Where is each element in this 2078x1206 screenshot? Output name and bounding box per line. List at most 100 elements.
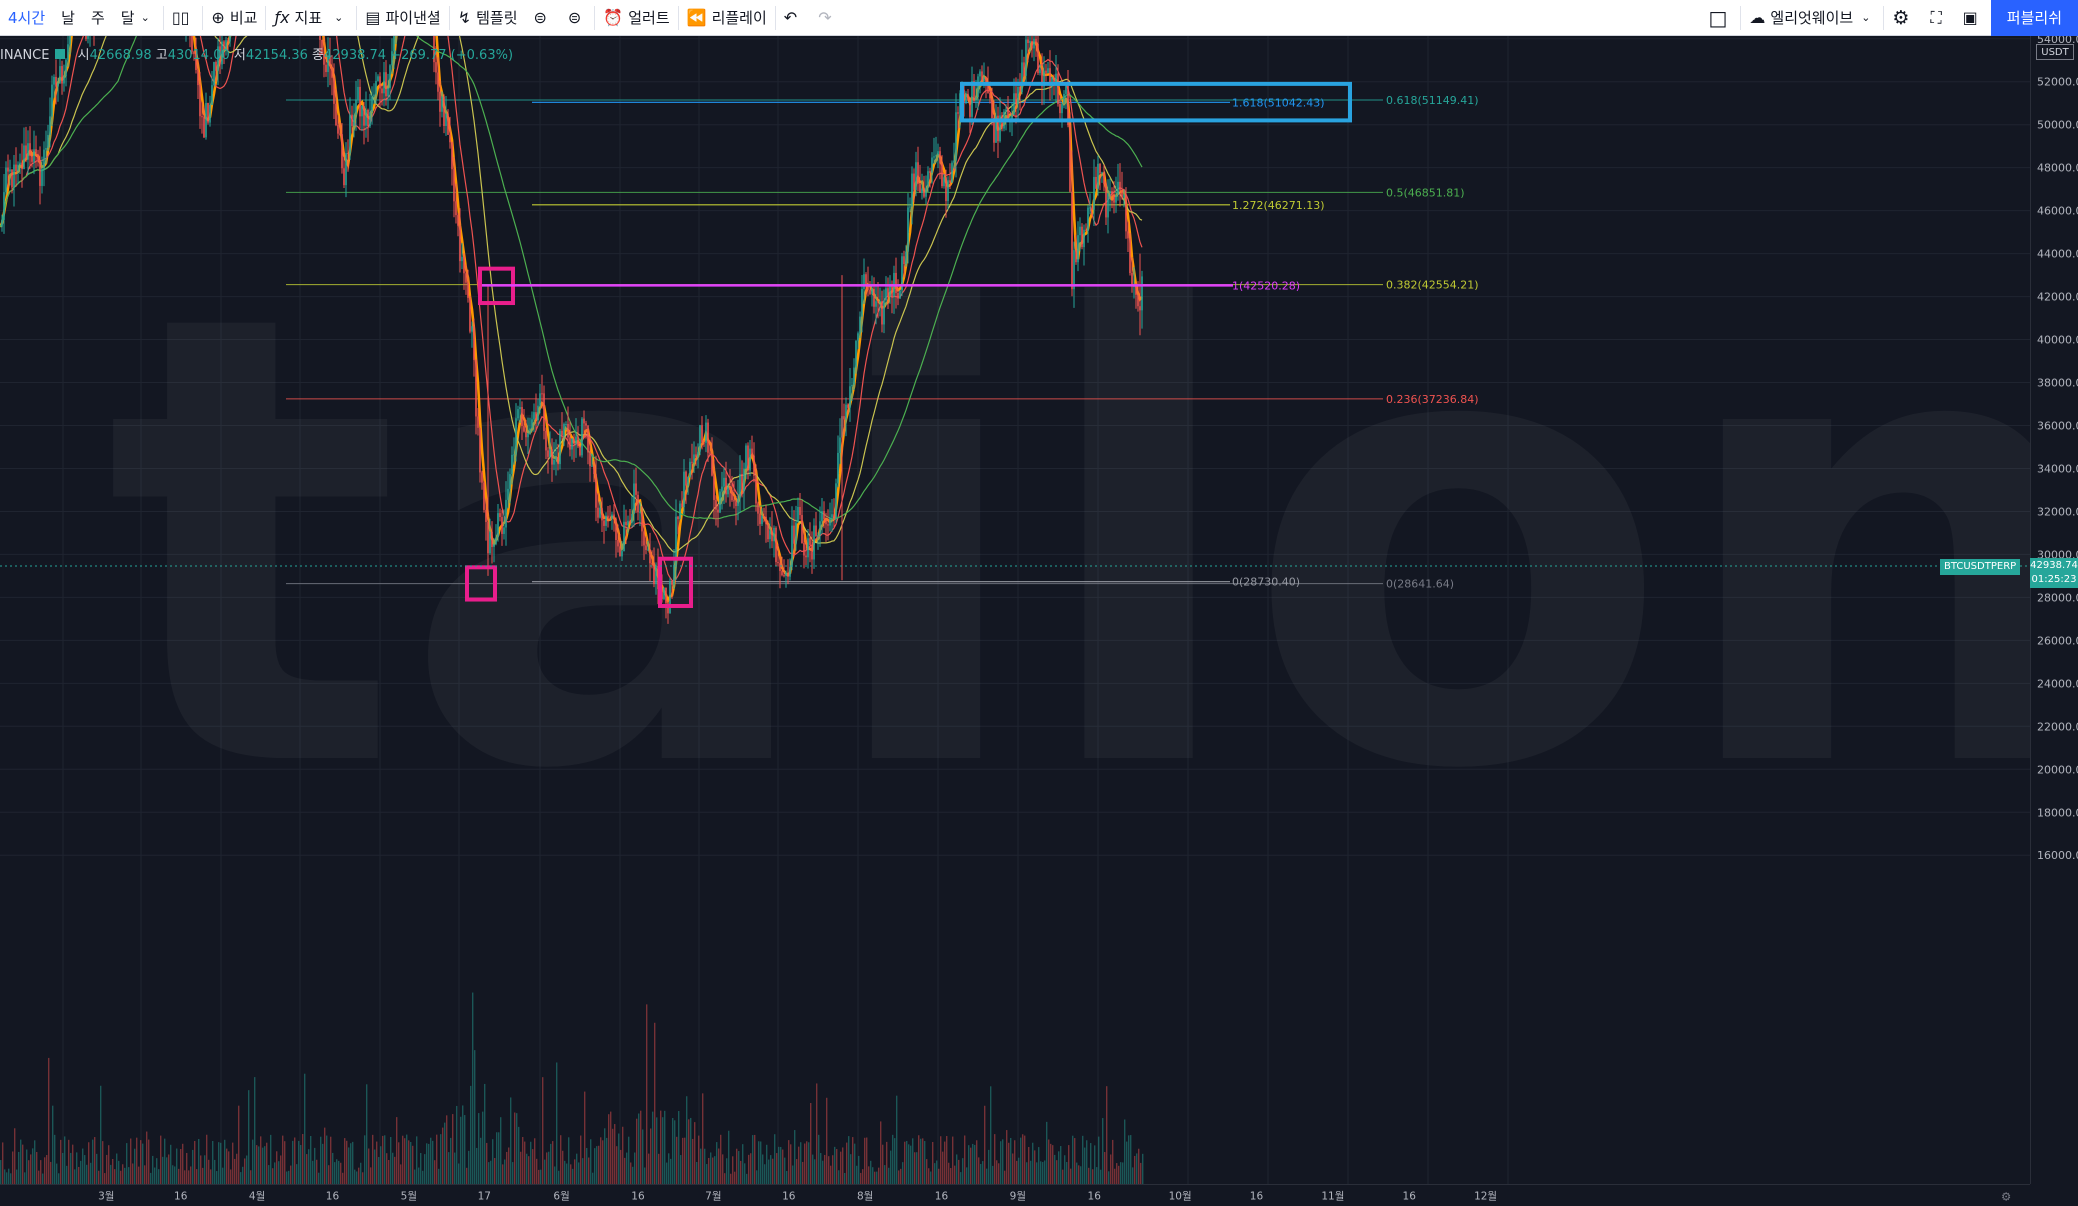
candle-body — [865, 274, 867, 286]
financials-button[interactable]: ▤ 파이낸셜 — [357, 0, 448, 36]
volume-bar — [464, 1115, 466, 1184]
candle-body — [979, 71, 981, 77]
interval-selector[interactable]: 4시간 — [0, 0, 53, 36]
volume-bar — [410, 1141, 412, 1184]
candle-body — [521, 407, 523, 427]
settings-button[interactable]: ⚙ — [1884, 0, 1922, 36]
volume-bar — [158, 1169, 160, 1184]
volume-bar — [1122, 1162, 1124, 1184]
volume-bar — [48, 1057, 50, 1184]
candle-body — [597, 507, 599, 518]
candle-body — [1023, 62, 1025, 76]
candle-body — [679, 503, 681, 520]
volume-bar — [648, 1153, 650, 1184]
currency-badge[interactable]: USDT — [2036, 44, 2074, 60]
template-load-button[interactable]: ⊜ — [560, 0, 594, 36]
candle-body — [1083, 229, 1085, 248]
volume-bar — [716, 1142, 718, 1184]
candle-body — [823, 511, 825, 520]
candle-body — [677, 516, 679, 520]
volume-bar — [272, 1168, 274, 1184]
exchange-name: INANCE — [0, 48, 50, 63]
volume-bar — [692, 1138, 694, 1184]
compare-label: 비교 — [229, 9, 258, 27]
period-day-button[interactable]: 날 — [53, 0, 83, 36]
templates-button[interactable]: ↯ 템플릿 — [450, 0, 526, 36]
annotation-boxes — [465, 81, 1352, 608]
volume-bar — [248, 1090, 250, 1184]
candle-body — [983, 77, 985, 81]
candle-body — [489, 531, 491, 554]
indicators-button[interactable]: ƒx 지표 ⌄ — [266, 0, 356, 36]
price-tick-label: 22000.00 — [2037, 720, 2078, 733]
candle-body — [971, 81, 973, 117]
candle-body — [3, 192, 5, 220]
candle-body — [867, 285, 869, 290]
volume-bar — [62, 1152, 64, 1184]
volume-bar — [1070, 1168, 1072, 1184]
candle-body — [1125, 194, 1127, 232]
candle-body — [785, 572, 787, 576]
volume-bar — [776, 1153, 778, 1184]
price-tick-label: 24000.00 — [2037, 677, 2078, 690]
candle-body — [1055, 73, 1057, 84]
undo-button[interactable]: ↶ — [776, 0, 810, 36]
compare-button[interactable]: ⊕ 비교 — [203, 0, 265, 36]
replay-button[interactable]: ⏪ 리플레이 — [679, 0, 775, 36]
volume-bar — [548, 1151, 550, 1184]
volume-bar — [1020, 1137, 1022, 1184]
volume-bar — [18, 1151, 20, 1184]
volume-bar — [590, 1139, 592, 1184]
candle-body — [459, 225, 461, 262]
layout-name-button[interactable]: ☁ 엘리엇웨이브 ⌄ — [1741, 0, 1883, 36]
volume-bar — [60, 1139, 62, 1184]
volume-bar — [1142, 1153, 1144, 1184]
volume-bar — [180, 1149, 182, 1184]
volume-bar — [402, 1135, 404, 1184]
volume-bar — [356, 1171, 358, 1184]
volume-bar — [596, 1146, 598, 1184]
candle-body — [475, 359, 477, 417]
candle-body — [547, 450, 549, 457]
candle-body — [543, 393, 545, 431]
candle-body — [561, 430, 563, 436]
alert-button[interactable]: ⏰ 얼러트 — [595, 0, 677, 36]
layout-button[interactable]: □ — [1700, 0, 1740, 36]
period-month-button[interactable]: 달 ⌄ — [113, 0, 163, 36]
volume-bar — [920, 1138, 922, 1184]
fullscreen-button[interactable]: ⛶ — [1922, 0, 1954, 36]
volume-bar — [568, 1137, 570, 1184]
volume-bar — [790, 1144, 792, 1184]
candle-body — [193, 51, 195, 55]
volume-bar — [386, 1153, 388, 1184]
redo-button[interactable]: ↷ — [810, 0, 844, 36]
candle-body — [617, 539, 619, 547]
volume-bar — [778, 1146, 780, 1184]
volume-bar — [526, 1153, 528, 1184]
candle-body — [1103, 172, 1105, 185]
volume-bar — [120, 1170, 122, 1184]
chart-type-button[interactable]: ▯▯ — [164, 0, 203, 36]
candle-body — [897, 293, 899, 299]
volume-bar — [1010, 1137, 1012, 1184]
candle-body — [777, 562, 779, 564]
time-scale[interactable]: 3월 16 4월 16 5월 17 6월 16 7월 16 8월 16 9월 16 10월 16 11월 16 12… — [0, 1184, 2030, 1206]
volume-bar — [756, 1170, 758, 1184]
candle-body — [875, 301, 877, 307]
settings-gear-icon[interactable]: ⚙ — [2001, 1189, 2011, 1203]
period-week-button[interactable]: 주 — [83, 0, 113, 36]
volume-bar — [470, 1085, 472, 1184]
snapshot-button[interactable]: ▣ — [1955, 0, 1991, 36]
template-save-button[interactable]: ⊜ — [526, 0, 560, 36]
volume-bar — [938, 1168, 940, 1184]
price-scale[interactable]: 66000.0064000.0062000.0060000.0058000.00… — [2030, 0, 2078, 1184]
publish-button[interactable]: 퍼블리쉬 — [1990, 0, 2078, 36]
volume-bar — [952, 1136, 954, 1184]
candle-body — [571, 438, 573, 450]
volume-bar — [372, 1134, 374, 1184]
candle-body — [351, 114, 353, 127]
volume-bar — [532, 1149, 534, 1184]
volume-bar — [706, 1164, 708, 1184]
chart-canvas[interactable]: tailong 1(65061.99)0.886(60910.07)0.786(… — [0, 36, 2030, 1184]
volume-bar — [14, 1128, 16, 1184]
